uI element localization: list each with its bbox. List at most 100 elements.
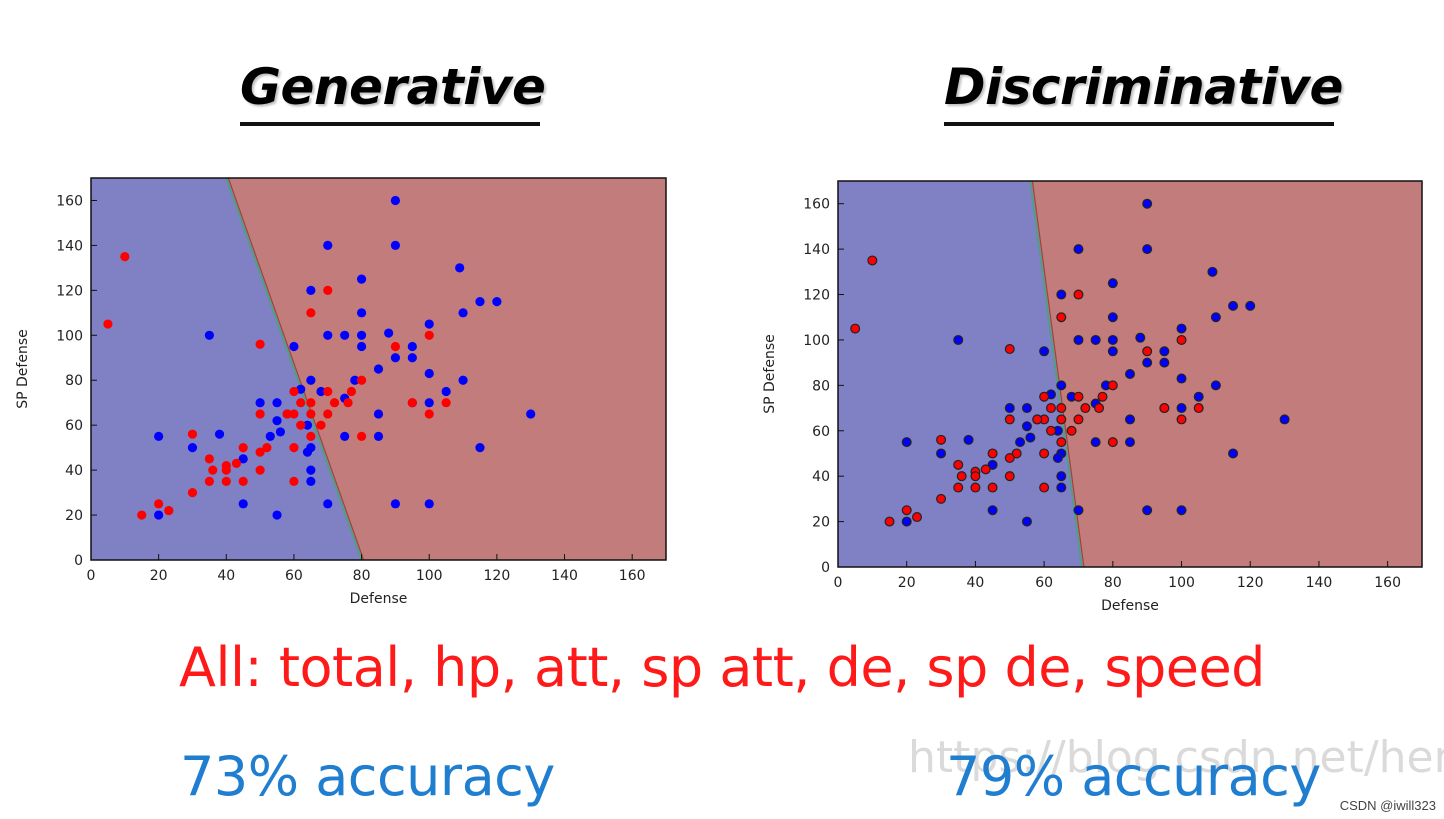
class1-point (272, 510, 282, 520)
y-tick-label: 40 (812, 469, 830, 485)
class1-point (1125, 414, 1136, 425)
class1-point (1142, 244, 1153, 255)
class1-point (390, 499, 401, 509)
class1-point (1107, 278, 1118, 289)
class2-point (912, 512, 923, 523)
class2-point (1176, 334, 1187, 345)
class1-point (306, 375, 316, 385)
class1-point (901, 437, 912, 448)
class2-point (356, 431, 367, 442)
class1-point (289, 341, 299, 352)
class1-point (1021, 516, 1032, 527)
class1-point (1021, 403, 1032, 414)
class2-point (1142, 346, 1153, 357)
x-tick-label: 140 (551, 568, 578, 584)
class2-point (407, 398, 417, 408)
class2-point (1039, 448, 1050, 459)
class1-point (987, 505, 998, 516)
class2-point (255, 447, 265, 457)
class1-point (1056, 482, 1067, 493)
decision-boundary-edge (1031, 180, 1085, 568)
y-axis-label: SP Defense (762, 334, 778, 414)
class2-point (289, 409, 299, 419)
watermark: https://blog.csdn.net/herosunly (908, 732, 1444, 783)
class1-point (1052, 453, 1063, 464)
class1-point (1039, 346, 1050, 357)
class1-point (1176, 403, 1187, 414)
class2-point (1159, 403, 1170, 414)
class1-point (384, 328, 394, 338)
class1-region (91, 178, 362, 560)
class2-point (970, 471, 981, 482)
x-tick-label: 60 (1035, 575, 1053, 591)
class1-point (1073, 244, 1084, 255)
class1-point (1107, 312, 1118, 323)
class1-point (1015, 437, 1026, 448)
discriminative-title-underline (944, 122, 1334, 126)
class2-point (1056, 414, 1067, 425)
class2-point (187, 429, 198, 439)
class1-point (356, 274, 367, 284)
class1-region (838, 181, 1082, 567)
class1-point (1004, 403, 1015, 414)
class1-point (441, 386, 451, 397)
y-tick-label: 140 (56, 238, 83, 254)
class2-point (1004, 453, 1015, 464)
x-axis-label: Defense (350, 591, 408, 607)
class1-point (373, 409, 384, 419)
class2-point (289, 476, 299, 486)
y-tick-label: 40 (65, 463, 83, 479)
class1-point (901, 516, 912, 527)
class1-point (214, 429, 225, 439)
class1-point (1210, 312, 1221, 323)
class1-point (1090, 334, 1101, 345)
y-tick-label: 20 (812, 515, 830, 531)
y-tick-label: 80 (65, 373, 83, 389)
class2-point (306, 409, 316, 419)
class2-point (970, 482, 981, 493)
class1-point (265, 431, 275, 442)
class2-point (953, 482, 964, 493)
class2-point (936, 434, 947, 445)
class2-point (238, 443, 248, 453)
class1-point (1142, 357, 1153, 368)
class1-point (1056, 471, 1067, 482)
class1-point (1210, 380, 1221, 391)
class2-point (1032, 414, 1043, 425)
x-tick-label: 120 (1237, 575, 1264, 591)
class1-point (424, 398, 434, 408)
class2-point (850, 323, 861, 334)
class2-point (1056, 312, 1067, 323)
y-tick-label: 120 (803, 288, 830, 304)
class1-point (1207, 266, 1218, 277)
class1-point (323, 240, 333, 251)
class2-point (1011, 448, 1022, 459)
class2-point (255, 339, 265, 349)
class2-point (164, 505, 174, 516)
class2-point (204, 476, 214, 486)
class2-point (1056, 437, 1067, 448)
class1-point (458, 375, 468, 385)
class1-point (1073, 334, 1084, 345)
class2-point (987, 482, 998, 493)
class2-point (154, 499, 164, 509)
x-tick-label: 100 (416, 568, 443, 584)
class1-point (1176, 323, 1187, 334)
class1-point (407, 341, 417, 352)
class1-point (1135, 332, 1146, 343)
class2-point (901, 505, 912, 516)
class2-point (953, 459, 964, 470)
class1-point (424, 319, 434, 329)
class1-point (1142, 198, 1153, 209)
class1-point (302, 420, 313, 430)
class2-point (343, 398, 353, 408)
class1-point (306, 465, 316, 475)
x-tick-label: 160 (619, 568, 646, 584)
y-tick-label: 20 (65, 508, 83, 524)
class1-point (154, 510, 164, 520)
class1-point (1107, 334, 1118, 345)
class2-point (282, 409, 292, 419)
x-tick-label: 0 (87, 568, 96, 584)
class1-point (306, 476, 316, 486)
class2-point (262, 443, 272, 453)
